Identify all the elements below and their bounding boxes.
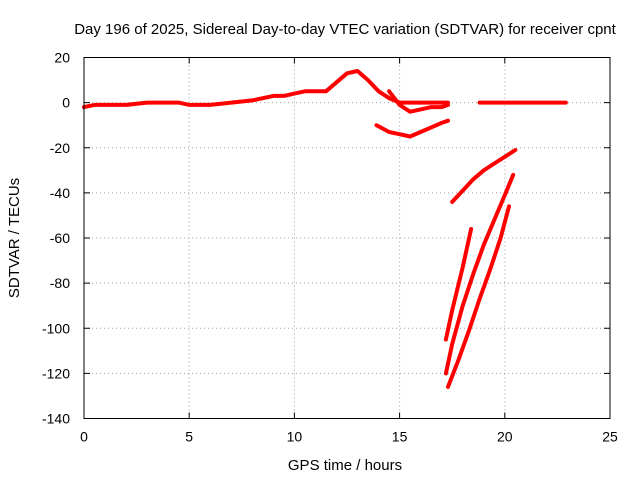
y-tick-label: -140 [42,411,70,427]
x-tick-label: 10 [287,429,303,445]
y-tick-label: -100 [42,320,70,336]
series-track-drop-d [446,204,511,389]
data-series [82,69,568,389]
chart-title: Day 196 of 2025, Sidereal Day-to-day VTE… [74,21,616,38]
x-tick-label: 15 [392,429,408,445]
y-axis-title: SDTVAR / TECUs [6,178,23,298]
x-tick-label: 5 [185,429,193,445]
series-track-lower [374,118,450,139]
y-axis-ticks: -140 -120 -100 -80 -60 -40 -20 0 20 [42,50,610,427]
x-tick-label: 0 [80,429,88,445]
y-tick-label: -20 [50,140,70,156]
y-tick-label: -40 [50,185,70,201]
grid-lines [84,57,610,419]
x-tick-label: 20 [497,429,513,445]
series-track-dip [387,89,450,114]
series-track-drop-b [443,172,516,376]
x-axis-ticks: 0 5 10 15 20 25 [80,57,618,445]
x-axis-title: GPS time / hours [288,457,402,474]
series-track-drop-c [443,227,474,342]
plot-frame [83,57,611,419]
series-track-main [82,69,450,110]
y-tick-label: -120 [42,365,70,381]
series-track-drop-a [450,148,518,204]
y-tick-label: 20 [54,50,70,66]
y-tick-label: 0 [62,95,70,111]
x-tick-label: 25 [602,429,618,445]
y-tick-label: -80 [50,275,70,291]
y-tick-label: -60 [50,230,70,246]
